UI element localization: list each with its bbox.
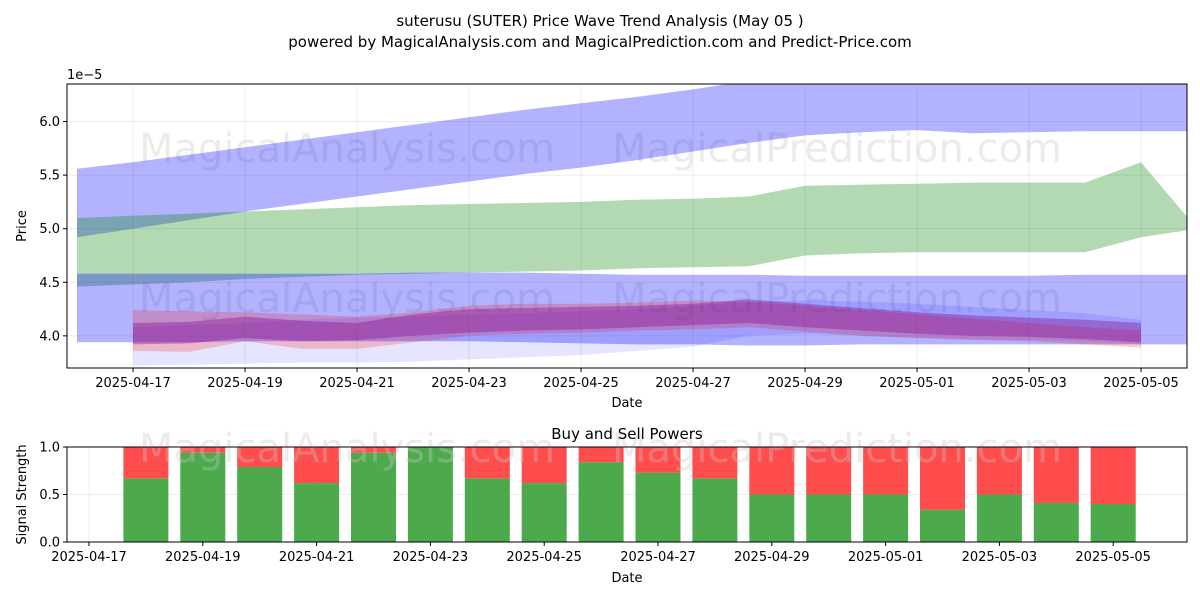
bottom-xtick-label: 2025-04-25: [506, 550, 582, 565]
buy-power-bar: [294, 483, 340, 542]
sell-power-bar: [1090, 447, 1136, 504]
top-xtick-label: 2025-04-29: [767, 376, 843, 391]
sell-power-bar: [578, 447, 624, 463]
buy-power-bar: [578, 462, 624, 542]
buy-power-bar: [123, 478, 169, 542]
buy-sell-panel: MagicalAnalysis.com MagicalPrediction.com…: [15, 425, 1188, 586]
sell-power-bar: [294, 447, 340, 484]
top-xtick-label: 2025-05-01: [879, 376, 955, 391]
watermark-text: MagicalPrediction.com: [612, 426, 1062, 472]
bottom-xaxis-label: Date: [611, 571, 642, 586]
bottom-xtick-label: 2025-05-01: [848, 550, 924, 565]
sell-power-bar: [749, 447, 795, 495]
chart-title: suterusu (SUTER) Price Wave Trend Analys…: [396, 12, 803, 30]
top-xtick-label: 2025-05-03: [991, 376, 1067, 391]
sell-power-bar: [180, 447, 226, 453]
sell-power-bar: [692, 447, 738, 479]
sell-power-bar: [976, 447, 1022, 495]
top-ytick-label: 5.0: [39, 222, 60, 237]
buy-power-bar: [1033, 503, 1079, 542]
buy-power-bar: [920, 509, 965, 542]
sell-power-bar: [863, 447, 909, 495]
bottom-xtick-label: 2025-04-19: [165, 550, 241, 565]
top-xtick-label: 2025-04-17: [95, 376, 171, 391]
top-ytick-label: 4.0: [39, 329, 60, 344]
watermark-text: MagicalAnalysis.com: [139, 426, 555, 472]
sell-power-bar: [464, 447, 510, 479]
top-ytick-label: 5.5: [39, 169, 60, 184]
band-group: [77, 84, 1187, 366]
sell-power-bar: [635, 447, 681, 473]
bottom-xtick-label: 2025-05-03: [962, 550, 1038, 565]
top-xtick-label: 2025-04-25: [543, 376, 619, 391]
price-band-0: [77, 84, 1187, 238]
bottom-xtick-label: 2025-04-29: [734, 550, 810, 565]
watermark-text: MagicalAnalysis.com: [139, 126, 555, 172]
buy-power-bar: [464, 478, 510, 542]
buy-power-bar: [863, 494, 909, 542]
sell-power-bar: [806, 447, 852, 495]
watermark-text: MagicalAnalysis.com: [139, 276, 555, 322]
top-xaxis-label: Date: [611, 396, 642, 411]
sell-power-bar: [521, 447, 567, 484]
y-offset-label: 1e−5: [67, 68, 102, 83]
sell-power-bar: [237, 447, 283, 467]
buy-power-bar: [976, 494, 1022, 542]
buy-power-bar: [521, 483, 567, 542]
bottom-xtick-label: 2025-04-17: [51, 550, 127, 565]
top-xtick-label: 2025-04-23: [431, 376, 507, 391]
top-ytick-label: 4.5: [39, 276, 60, 291]
bottom-ytick-label: 1.0: [39, 441, 60, 456]
price-band-5: [133, 299, 1141, 345]
bottom-ytick-label: 0.5: [39, 488, 60, 503]
top-xtick-label: 2025-04-19: [207, 376, 283, 391]
chart-subtitle: powered by MagicalAnalysis.com and Magic…: [288, 33, 912, 51]
bottom-xtick-label: 2025-04-23: [393, 550, 469, 565]
price-wave-panel: MagicalAnalysis.com MagicalPrediction.com…: [15, 68, 1188, 411]
buy-power-bar: [749, 494, 795, 542]
price-band-4: [133, 300, 1141, 352]
price-band-1: [77, 162, 1187, 287]
bottom-xtick-label: 2025-04-27: [620, 550, 696, 565]
buy-power-bar: [806, 494, 852, 542]
top-axes-frame: [66, 83, 1188, 369]
price-band-3: [133, 300, 1141, 366]
bottom-ytick-label: 0.0: [39, 536, 60, 551]
top-xtick-label: 2025-04-21: [319, 376, 395, 391]
sell-power-bar: [351, 447, 396, 453]
buy-power-bar: [1090, 504, 1136, 542]
price-band-2: [77, 272, 1187, 346]
buy-power-bar: [180, 452, 226, 542]
sell-power-bar: [920, 447, 965, 510]
watermark-text: MagicalPrediction.com: [612, 126, 1062, 172]
bottom-xtick-label: 2025-05-05: [1075, 550, 1151, 565]
top-xtick-label: 2025-04-27: [655, 376, 731, 391]
buy-power-bar: [237, 466, 283, 542]
sell-power-bar: [1033, 447, 1079, 504]
buy-power-bar: [351, 452, 396, 542]
buy-power-bar: [635, 472, 681, 542]
buy-power-bar: [692, 478, 738, 542]
watermark-text: MagicalPrediction.com: [612, 276, 1062, 322]
top-ytick-label: 6.0: [39, 115, 60, 130]
bottom-xtick-label: 2025-04-21: [279, 550, 355, 565]
buy-power-bar: [407, 447, 453, 542]
top-yaxis-label: Price: [15, 210, 30, 242]
sell-power-bar: [123, 447, 169, 479]
bottom-panel-title: Buy and Sell Powers: [551, 425, 703, 443]
bottom-yaxis-label: Signal Strength: [15, 444, 30, 544]
top-xtick-label: 2025-05-05: [1103, 376, 1179, 391]
